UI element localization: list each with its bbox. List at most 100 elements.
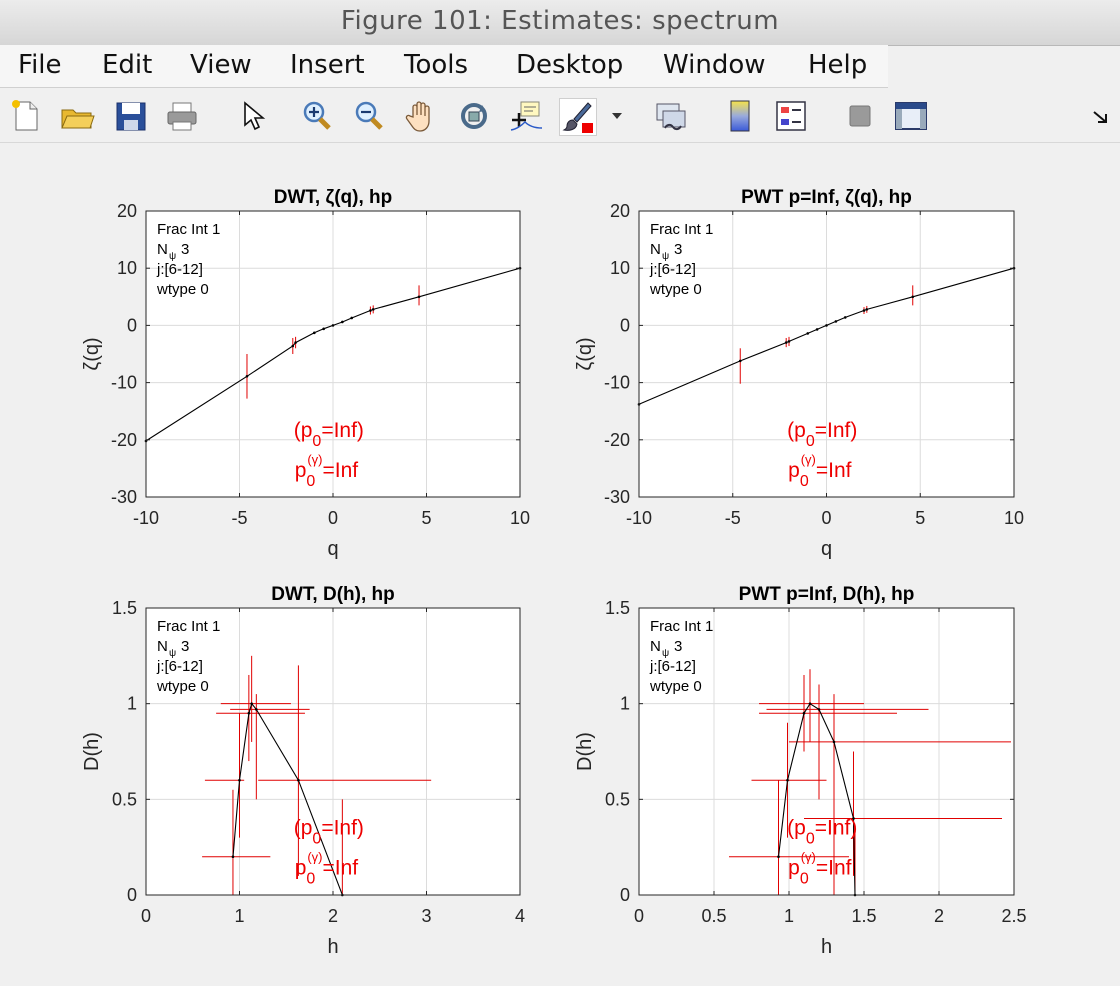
chart-panel-2: -10 -5 0 5 10 -30 -20 -10 0 10 20 PWT p=Inf, ζ(q), … — [574, 187, 1024, 560]
y-tick-label: 1.5 — [605, 598, 630, 618]
x-tick-label: -10 — [626, 508, 652, 528]
info-line: j:[6-12] — [649, 658, 696, 675]
x-tick-label: 5 — [915, 508, 925, 528]
y-tick-label: 10 — [610, 258, 630, 278]
series-line — [777, 702, 856, 896]
x-tick-label: 10 — [1004, 508, 1024, 528]
y-axis-label: D(h) — [574, 732, 596, 771]
menu-file[interactable]: File — [18, 50, 62, 80]
chart-panel-1: -10 -5 0 5 10 -30 -20 -10 0 10 20 DWT, ζ(q), hp q ζ(q… — [81, 187, 530, 560]
data-point — [865, 308, 869, 311]
annotation-p0: (p0=Inf) — [294, 419, 364, 450]
menu-desktop[interactable]: Desktop — [516, 50, 624, 80]
plot-area[interactable] — [639, 608, 1014, 895]
chart-panel-3: 0 1 2 3 4 0 0.5 1 1.5 DWT, D(h), hp h D(h) Frac Int … — [81, 584, 525, 958]
info-line: wtype 0 — [649, 281, 702, 298]
data-point — [784, 341, 788, 344]
data-point — [255, 708, 258, 711]
y-tick-label: 1 — [127, 694, 137, 714]
data-point — [322, 327, 325, 331]
y-tick-label: -20 — [604, 430, 630, 450]
info-subscript: ψ — [169, 251, 176, 262]
y-tick-label: 1 — [620, 694, 630, 714]
annotation-p0-gamma: p0(γ)=Inf — [295, 850, 359, 888]
data-point — [911, 295, 915, 299]
info-line: wtype 0 — [156, 281, 209, 298]
chart-title: DWT, ζ(q), hp — [274, 187, 393, 208]
data-point — [313, 331, 316, 335]
chart-title: PWT p=Inf, D(h), hp — [739, 584, 915, 605]
new-figure-icon[interactable] — [8, 98, 44, 134]
menu-edit[interactable]: Edit — [102, 50, 153, 80]
menu-window[interactable]: Window — [663, 50, 766, 80]
hide-plot-tools-icon[interactable] — [842, 98, 878, 134]
menu-tools[interactable]: Tools — [404, 50, 469, 80]
data-cursor-icon[interactable] — [508, 98, 544, 134]
x-tick-label: 2.5 — [1001, 906, 1026, 926]
data-point — [808, 702, 812, 705]
print-icon[interactable] — [164, 98, 200, 134]
info-line: N — [157, 241, 168, 258]
data-point — [777, 855, 780, 859]
y-tick-label: 0 — [620, 885, 630, 905]
y-tick-label: 0 — [127, 885, 137, 905]
y-axis-label: ζ(q) — [574, 337, 596, 370]
y-tick-label: 20 — [117, 201, 137, 221]
info-line: wtype 0 — [649, 678, 702, 695]
info-line: Frac Int 1 — [157, 221, 220, 238]
x-axis-label: h — [327, 936, 338, 958]
legend-icon[interactable] — [773, 98, 809, 134]
data-point — [369, 309, 372, 312]
info-line: Frac Int 1 — [650, 618, 713, 635]
open-file-icon[interactable] — [59, 98, 95, 134]
menu-view[interactable]: View — [190, 50, 252, 80]
x-axis-label: q — [327, 538, 338, 560]
colorbar-icon[interactable] — [722, 98, 758, 134]
rotate-3d-icon[interactable] — [456, 98, 492, 134]
link-plot-icon[interactable] — [653, 98, 689, 134]
menu-insert[interactable]: Insert — [290, 50, 365, 80]
brush-icon[interactable] — [559, 98, 597, 136]
brush-dropdown-icon[interactable] — [607, 98, 627, 134]
data-point — [738, 359, 742, 363]
data-point — [834, 320, 838, 323]
info-subscript: ψ — [662, 251, 669, 262]
data-point — [806, 332, 810, 335]
pointer-icon[interactable] — [236, 98, 272, 134]
x-tick-label: 2 — [934, 906, 944, 926]
x-axis-label: h — [821, 936, 832, 958]
x-tick-label: 0 — [821, 508, 831, 528]
chart-title: DWT, D(h), hp — [271, 584, 394, 605]
pan-hand-icon[interactable] — [404, 98, 440, 134]
x-tick-label: 10 — [510, 508, 530, 528]
x-axis-label: q — [821, 538, 832, 560]
save-icon[interactable] — [113, 98, 149, 134]
info-line: 3 — [181, 241, 189, 258]
window-titlebar: Figure 101: Estimates: spectrum — [0, 0, 1120, 46]
info-line: N — [157, 638, 168, 655]
data-point — [238, 778, 241, 782]
info-line: 3 — [181, 638, 189, 655]
toolbar — [0, 88, 1120, 143]
zoom-in-icon[interactable] — [299, 98, 335, 134]
y-tick-label: -10 — [111, 373, 137, 393]
dock-arrow-icon[interactable] — [1090, 98, 1114, 134]
y-tick-label: 0.5 — [605, 789, 630, 809]
info-subscript: ψ — [169, 648, 176, 659]
data-point — [852, 817, 855, 820]
x-tick-label: -5 — [231, 508, 247, 528]
data-point — [247, 711, 251, 715]
data-point — [294, 341, 297, 344]
menu-help[interactable]: Help — [808, 50, 868, 80]
x-tick-label: 0 — [328, 508, 338, 528]
info-line: j:[6-12] — [649, 261, 696, 278]
data-point — [843, 316, 847, 319]
x-tick-label: 2 — [328, 906, 338, 926]
info-line: j:[6-12] — [156, 261, 203, 278]
show-plot-tools-icon[interactable] — [893, 98, 929, 134]
data-point — [832, 740, 836, 744]
zoom-out-icon[interactable] — [351, 98, 387, 134]
info-line: 3 — [674, 638, 682, 655]
y-tick-label: -30 — [111, 487, 137, 507]
